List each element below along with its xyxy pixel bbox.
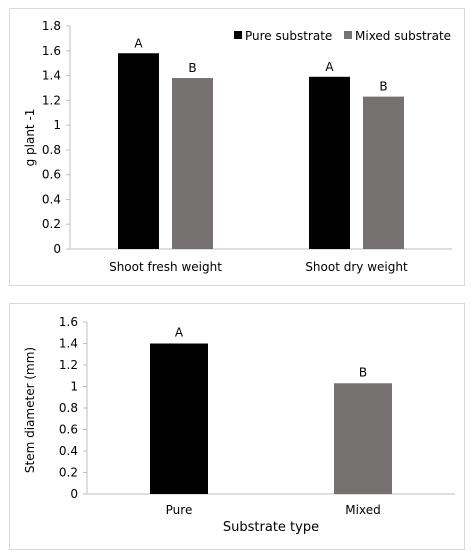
y-tick-label: 0.8 (42, 143, 61, 157)
x-tick-label: Pure (166, 503, 193, 517)
biomass-chart: 0 0.2 0.4 0.6 0.8 1 1.2 1.4 1.6 1.8 g plant -1 A B Sh… (23, 19, 452, 274)
bar (334, 383, 392, 494)
y-tick-label: 0.8 (59, 401, 78, 415)
x-tick-label: Mixed (345, 503, 380, 517)
bar-significance-label: A (325, 60, 334, 74)
x-tick-label: Shoot dry weight (305, 260, 408, 274)
chart-panel-biomass: 0 0.2 0.4 0.6 0.8 1 1.2 1.4 1.6 1.8 g plant -1 A B Sh… (9, 8, 465, 286)
bar (150, 343, 208, 494)
legend-swatch (234, 31, 242, 39)
legend-swatch (344, 31, 352, 39)
bar-significance-label: B (379, 80, 387, 94)
bar-significance-label: A (175, 326, 184, 340)
x-tick-label: Shoot fresh weight (109, 260, 222, 274)
y-tick-label: 1.2 (42, 93, 61, 107)
bar (118, 53, 159, 249)
y-tick-label: 0 (70, 487, 78, 501)
bar-significance-label: A (134, 36, 143, 50)
bar-significance-label: B (359, 365, 367, 379)
y-axis-title: Stem diameter (mm) (23, 347, 37, 473)
y-tick-label: 0 (53, 242, 61, 256)
legend-label: Mixed substrate (355, 29, 451, 43)
stem-diameter-chart: 0 0.2 0.4 0.6 0.8 1 1.2 1.4 1.6 Stem diameter (mm… (23, 315, 455, 535)
y-tick-label: 0.4 (59, 444, 78, 458)
y-tick-label: 1.6 (42, 44, 61, 58)
bar (172, 78, 213, 250)
y-tick-label: 0.6 (59, 423, 78, 437)
y-tick-label: 1.4 (59, 337, 78, 351)
y-tick-label: 1.6 (59, 315, 78, 329)
y-tick-label: 1.2 (59, 358, 78, 372)
y-tick-label: 1 (70, 380, 78, 394)
y-tick-label: 1.4 (42, 69, 61, 83)
x-axis-title: Substrate type (223, 520, 319, 535)
y-tick-label: 1 (53, 118, 61, 132)
legend-label: Pure substrate (245, 29, 332, 43)
y-tick-label: 0.6 (42, 168, 61, 182)
y-tick-label: 0.2 (42, 217, 61, 231)
y-tick-label: 0.2 (59, 466, 78, 480)
chart-panel-stem-diameter: 0 0.2 0.4 0.6 0.8 1 1.2 1.4 1.6 Stem diameter (mm… (9, 303, 465, 550)
bar (363, 96, 404, 249)
bar-significance-label: B (188, 61, 196, 75)
y-tick-label: 1.8 (42, 19, 61, 33)
y-tick-label: 0.4 (42, 192, 61, 206)
y-axis-title: g plant -1 (23, 109, 37, 167)
bar (309, 76, 350, 250)
